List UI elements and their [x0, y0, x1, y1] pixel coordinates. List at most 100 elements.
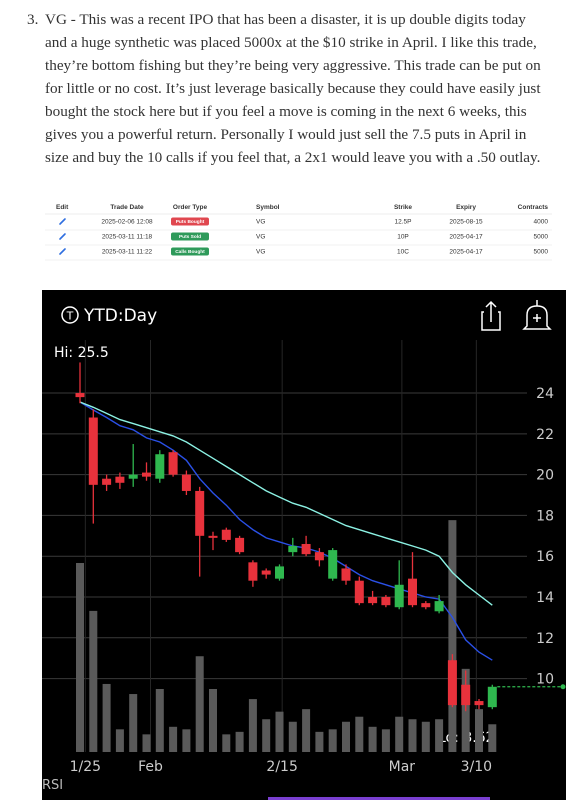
trades-table: Edit Trade Date Order Type Symbol Strike Expi… [45, 204, 552, 261]
table-cell: VG [256, 234, 265, 241]
list-number: 3. [27, 11, 38, 28]
table-header: Contracts [518, 204, 549, 211]
volume-bar [355, 716, 364, 752]
table-header: Order Type [173, 204, 208, 211]
y-tick-label: 10 [536, 672, 554, 688]
volume-bar [115, 729, 124, 752]
candle-body [142, 472, 151, 477]
edit-icon[interactable] [59, 233, 66, 240]
volume-bar [76, 563, 84, 752]
volume-bar [395, 716, 404, 752]
volume-bar [315, 731, 324, 752]
grid [42, 340, 527, 752]
volume-bar [288, 721, 297, 752]
volume-bar [275, 711, 284, 752]
candle-body [341, 568, 351, 581]
table-cell: 10P [397, 234, 409, 241]
candle-body [368, 597, 378, 604]
table-header: Trade Date [110, 204, 144, 211]
table-cell: VG [256, 249, 265, 256]
last-price-dot [560, 684, 566, 690]
candle-body [208, 535, 218, 538]
volume-bar [155, 689, 164, 752]
candle-body [288, 546, 298, 553]
candle-body [75, 393, 85, 398]
volume-bar [89, 610, 98, 752]
volume-bar [169, 726, 178, 752]
candle-body [408, 578, 417, 606]
table-header: Strike [394, 204, 412, 211]
y-tick-label: 14 [536, 590, 554, 606]
volume-bar [209, 689, 217, 752]
candle-body [461, 684, 471, 706]
candle-body [487, 686, 497, 708]
volume-bar [368, 726, 377, 752]
volume-bar [248, 699, 257, 752]
paragraph-line: for little or no cost. It’s just leverag… [45, 80, 541, 97]
candle-body [421, 603, 431, 608]
volume-bar [475, 709, 483, 752]
timeframe-icon[interactable] [61, 306, 79, 324]
axes: 10 12 14 16 18 20 22 24 1/25 Feb 2/15 Mar 3/10 [70, 386, 566, 775]
table-cell: 2025-02-06 12:08 [101, 219, 153, 226]
table-header: Symbol [256, 204, 280, 211]
edit-icon[interactable] [59, 248, 66, 255]
table-cell: 5000 [534, 234, 549, 241]
candle-body [261, 570, 271, 575]
candle-body [195, 490, 205, 536]
candle-body [354, 580, 364, 604]
candle-body [181, 474, 191, 491]
volume-bar [421, 721, 430, 752]
candle-body [235, 537, 245, 553]
table-cell: 2025-03-11 11:18 [102, 234, 153, 241]
table-cell: 2025-08-15 [449, 219, 483, 226]
candle-body [381, 597, 391, 606]
y-tick-label: 22 [536, 427, 554, 443]
candle-body [275, 566, 284, 579]
rsi-band [268, 797, 490, 800]
paragraph-line: they’re bottom fishing but they’re being… [45, 57, 541, 74]
volume-bar [235, 731, 244, 752]
paragraph-line: VG - This was a recent IPO that has been… [45, 11, 526, 28]
x-tick-label: Mar [389, 759, 416, 775]
candle-body [221, 529, 231, 540]
candle-body [328, 550, 338, 579]
volume-bar [142, 734, 151, 752]
table-header: Expiry [456, 204, 476, 211]
table-cell: 2025-04-17 [449, 249, 483, 256]
volume-bar [435, 719, 444, 752]
candle-body [88, 417, 98, 485]
volume-bar [408, 719, 417, 752]
chart-title[interactable]: YTD:Day [83, 306, 157, 326]
candle-body [102, 478, 112, 485]
volume-bar [302, 709, 311, 752]
y-tick-label: 24 [536, 386, 554, 402]
candle-body [434, 601, 444, 612]
candle-body [447, 660, 457, 706]
edit-icon[interactable] [59, 218, 66, 225]
table-cell: VG [256, 219, 265, 226]
candle-body [115, 476, 125, 483]
order-badge [171, 217, 209, 226]
alert-button[interactable] [522, 300, 552, 330]
volume-bar [448, 520, 457, 752]
volume-bar [182, 729, 191, 752]
order-badge [171, 247, 209, 256]
order-type: Puts Bought [176, 219, 205, 225]
table-cell: 2025-03-11 11:22 [102, 249, 153, 256]
paragraph: VG - This was a recent IPO that has been… [45, 11, 541, 166]
y-tick-label: 12 [536, 631, 554, 647]
moving-average [79, 401, 493, 661]
lower-panel-label: RSI [42, 778, 63, 793]
candle-body [128, 474, 138, 479]
volume-bar [195, 656, 204, 752]
table-cell: 12.5P [395, 219, 412, 226]
table-cell: 4000 [534, 219, 549, 226]
volume-bar [328, 729, 337, 752]
candle-body [155, 454, 165, 479]
chart: T YTD:Day Hi: 25.5 Lo: 8.62 RSI 10121416… [42, 300, 566, 800]
paragraph-line: and a huge synthetic was placed 5000x at… [45, 34, 537, 51]
share-button[interactable] [481, 300, 501, 331]
order-type: Calls Bought [175, 249, 205, 255]
